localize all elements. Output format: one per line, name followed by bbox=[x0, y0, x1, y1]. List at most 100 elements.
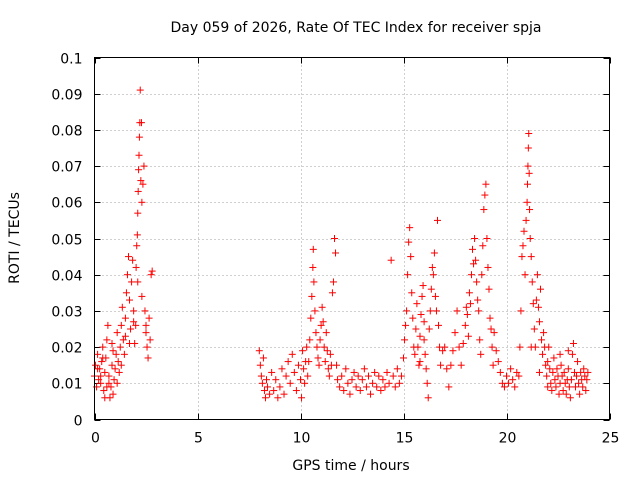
data-point bbox=[539, 350, 547, 358]
data-point bbox=[103, 383, 111, 391]
data-point bbox=[402, 321, 410, 329]
data-point bbox=[575, 379, 583, 387]
y-tick-label: 0.04 bbox=[51, 269, 82, 285]
data-point bbox=[379, 376, 387, 384]
data-point bbox=[322, 329, 330, 337]
data-point bbox=[290, 368, 298, 376]
data-point bbox=[415, 361, 423, 369]
data-point bbox=[142, 321, 150, 329]
y-tick-label: 0.1 bbox=[60, 52, 82, 68]
data-point bbox=[257, 372, 265, 380]
data-point bbox=[123, 271, 131, 279]
y-tick-label: 0.09 bbox=[51, 88, 82, 104]
data-point bbox=[114, 358, 122, 366]
data-point bbox=[570, 368, 578, 376]
data-point bbox=[323, 347, 331, 355]
y-tick-label: 0.02 bbox=[51, 341, 82, 357]
data-point bbox=[516, 343, 524, 351]
data-point bbox=[371, 368, 379, 376]
data-point bbox=[110, 376, 118, 384]
data-point bbox=[583, 376, 591, 384]
data-point bbox=[352, 383, 360, 391]
data-point bbox=[375, 372, 383, 380]
data-point bbox=[99, 354, 107, 362]
data-point bbox=[441, 343, 449, 351]
data-point bbox=[132, 263, 140, 271]
data-point bbox=[367, 390, 375, 398]
data-point bbox=[309, 245, 317, 253]
data-point bbox=[138, 198, 146, 206]
data-point bbox=[538, 336, 546, 344]
x-tick-label: 15 bbox=[396, 431, 414, 447]
data-point bbox=[395, 379, 403, 387]
data-point bbox=[360, 365, 368, 373]
data-point bbox=[409, 314, 417, 322]
data-point bbox=[95, 376, 103, 384]
data-point bbox=[548, 387, 556, 395]
data-point bbox=[264, 383, 272, 391]
data-point bbox=[528, 278, 536, 286]
data-point bbox=[272, 376, 280, 384]
data-point bbox=[556, 350, 564, 358]
data-point bbox=[92, 361, 100, 369]
data-point bbox=[333, 361, 341, 369]
data-point bbox=[406, 224, 414, 232]
data-point bbox=[255, 347, 263, 355]
data-point bbox=[141, 307, 149, 315]
data-point bbox=[425, 325, 433, 333]
data-point bbox=[126, 339, 134, 347]
data-point bbox=[535, 318, 543, 326]
data-point bbox=[312, 329, 320, 337]
data-point bbox=[117, 321, 125, 329]
data-point bbox=[424, 394, 432, 402]
data-point bbox=[142, 329, 150, 337]
data-point bbox=[405, 238, 413, 246]
data-point bbox=[112, 350, 120, 358]
data-point bbox=[139, 180, 147, 188]
data-point bbox=[416, 332, 424, 340]
data-point bbox=[580, 365, 588, 373]
y-tick-label: 0.08 bbox=[51, 124, 82, 140]
data-point bbox=[483, 235, 491, 242]
data-point bbox=[462, 303, 470, 311]
data-point bbox=[391, 383, 399, 391]
data-point bbox=[573, 372, 581, 380]
data-point bbox=[530, 325, 538, 333]
data-point bbox=[317, 321, 325, 329]
data-point bbox=[557, 361, 565, 369]
data-point bbox=[555, 390, 563, 398]
data-point bbox=[307, 314, 315, 322]
data-point bbox=[342, 365, 350, 373]
data-point bbox=[146, 336, 154, 344]
data-point bbox=[383, 368, 391, 376]
data-point bbox=[350, 368, 358, 376]
data-point bbox=[140, 162, 148, 170]
data-point bbox=[121, 332, 129, 340]
data-point bbox=[529, 300, 537, 308]
grid bbox=[94, 57, 610, 420]
data-point bbox=[519, 242, 527, 250]
data-point bbox=[507, 365, 515, 373]
data-point bbox=[524, 144, 532, 152]
data-point bbox=[346, 390, 354, 398]
data-point bbox=[328, 289, 336, 297]
data-point bbox=[284, 358, 292, 366]
data-point bbox=[260, 387, 268, 395]
data-point bbox=[579, 383, 587, 391]
data-point bbox=[109, 390, 117, 398]
data-point bbox=[500, 383, 508, 391]
data-point bbox=[143, 343, 151, 351]
data-point bbox=[97, 372, 105, 380]
data-point bbox=[135, 133, 143, 141]
data-point bbox=[401, 336, 409, 344]
data-point bbox=[535, 368, 543, 376]
y-tick-label: 0.06 bbox=[51, 196, 82, 212]
data-point bbox=[137, 119, 145, 127]
data-point bbox=[97, 379, 105, 387]
data-point bbox=[117, 361, 125, 369]
data-point bbox=[119, 336, 127, 344]
data-point bbox=[525, 169, 533, 177]
data-point bbox=[134, 187, 142, 195]
data-point bbox=[471, 235, 479, 242]
data-point bbox=[522, 216, 530, 224]
